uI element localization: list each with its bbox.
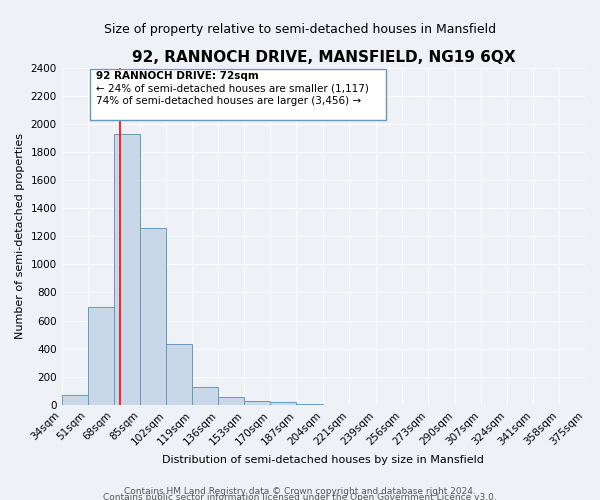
Bar bbox=[166, 344, 192, 405]
Bar bbox=[271, 402, 296, 405]
Text: Contains HM Land Registry data © Crown copyright and database right 2024.: Contains HM Land Registry data © Crown c… bbox=[124, 487, 476, 496]
Bar bbox=[218, 396, 244, 405]
X-axis label: Distribution of semi-detached houses by size in Mansfield: Distribution of semi-detached houses by … bbox=[163, 455, 484, 465]
Text: 74% of semi-detached houses are larger (3,456) →: 74% of semi-detached houses are larger (… bbox=[96, 96, 361, 106]
Bar bbox=[88, 306, 114, 405]
Y-axis label: Number of semi-detached properties: Number of semi-detached properties bbox=[15, 134, 25, 340]
Bar bbox=[192, 386, 218, 405]
Title: 92, RANNOCH DRIVE, MANSFIELD, NG19 6QX: 92, RANNOCH DRIVE, MANSFIELD, NG19 6QX bbox=[131, 50, 515, 65]
Text: Contains public sector information licensed under the Open Government Licence v3: Contains public sector information licen… bbox=[103, 492, 497, 500]
Text: Size of property relative to semi-detached houses in Mansfield: Size of property relative to semi-detach… bbox=[104, 22, 496, 36]
Bar bbox=[244, 400, 271, 405]
Bar bbox=[90, 69, 386, 120]
Bar bbox=[296, 404, 323, 405]
Bar bbox=[140, 228, 166, 405]
Bar bbox=[62, 395, 88, 405]
Text: 92 RANNOCH DRIVE: 72sqm: 92 RANNOCH DRIVE: 72sqm bbox=[96, 71, 259, 81]
Bar bbox=[114, 134, 140, 405]
Text: ← 24% of semi-detached houses are smaller (1,117): ← 24% of semi-detached houses are smalle… bbox=[96, 84, 369, 94]
